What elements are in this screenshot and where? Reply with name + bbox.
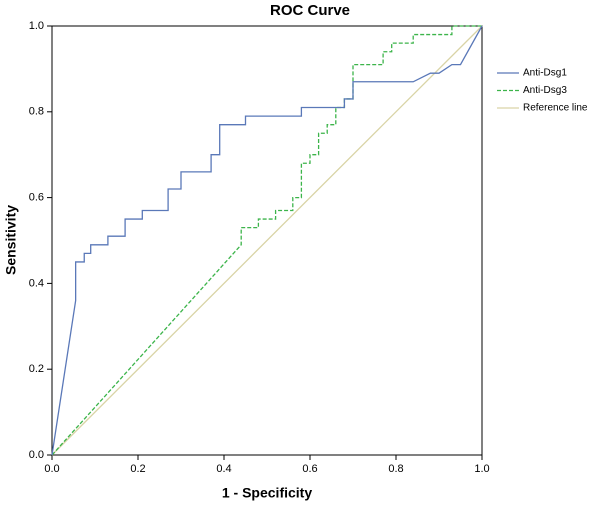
x-tick-label: 0.4 (216, 463, 231, 475)
y-axis-label: Sensitivity (3, 205, 19, 275)
x-tick-label: 0.0 (44, 463, 59, 475)
legend-label: Reference line (523, 103, 588, 114)
y-tick-label: 0.8 (29, 106, 44, 118)
y-tick-label: 0.4 (29, 277, 44, 289)
x-tick-label: 1.0 (474, 463, 489, 475)
chart-title: ROC Curve (270, 2, 350, 19)
x-tick-label: 0.8 (388, 463, 403, 475)
x-tick-label: 0.6 (302, 463, 317, 475)
y-tick-label: 1.0 (29, 20, 44, 32)
y-tick-label: 0.2 (29, 363, 44, 375)
x-tick-label: 0.2 (130, 463, 145, 475)
legend-label: Anti-Dsg3 (523, 85, 567, 96)
roc-line (51, 25, 482, 456)
roc-line (51, 25, 483, 456)
y-tick-label: 0.0 (29, 449, 44, 461)
y-tick-label: 0.6 (29, 192, 44, 204)
roc-line (51, 25, 483, 456)
legend-label: Anti-Dsg1 (523, 68, 567, 79)
x-axis-label: 1 - Specificity (222, 485, 312, 501)
plot-frame (51, 25, 483, 456)
